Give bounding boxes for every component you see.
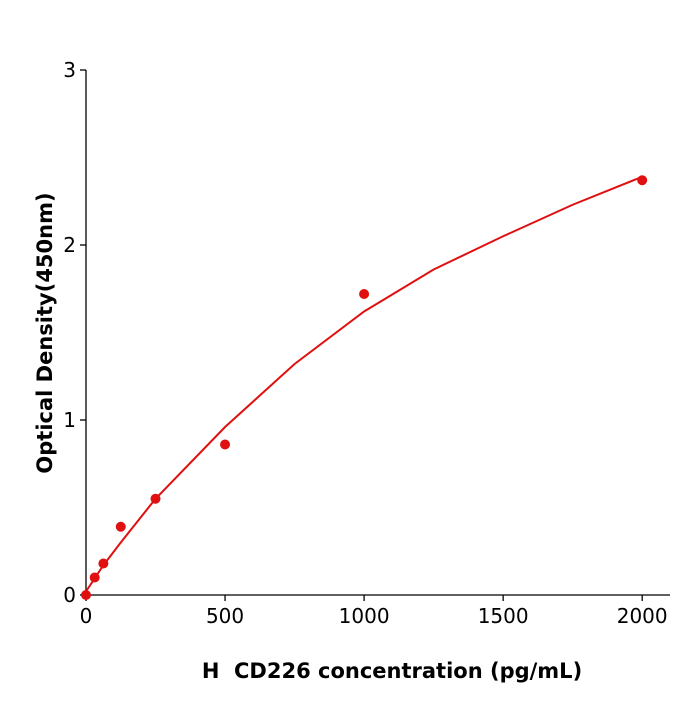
y-tick-label: 1	[63, 408, 76, 432]
y-axis-label: Optical Density(450nm)	[33, 192, 57, 473]
x-tick-label: 1000	[339, 604, 390, 628]
x-tick-label: 2000	[617, 604, 668, 628]
data-point	[637, 175, 648, 186]
x-tick-label: 500	[206, 604, 244, 628]
x-tick-label: 1500	[478, 604, 529, 628]
data-point	[98, 558, 109, 569]
y-tick-label: 2	[63, 233, 76, 257]
fit-curve	[85, 175, 643, 593]
x-tick-label: 0	[80, 604, 93, 628]
y-tick-label: 0	[63, 583, 76, 607]
data-point	[359, 289, 370, 299]
y-tick-label: 3	[63, 58, 76, 82]
data-point	[115, 521, 126, 532]
data-point	[220, 439, 231, 450]
data-point	[89, 572, 100, 583]
data-point	[150, 493, 161, 504]
x-axis-label: H CD226 concentration (pg/mL)	[202, 659, 582, 683]
data-point	[81, 590, 91, 600]
